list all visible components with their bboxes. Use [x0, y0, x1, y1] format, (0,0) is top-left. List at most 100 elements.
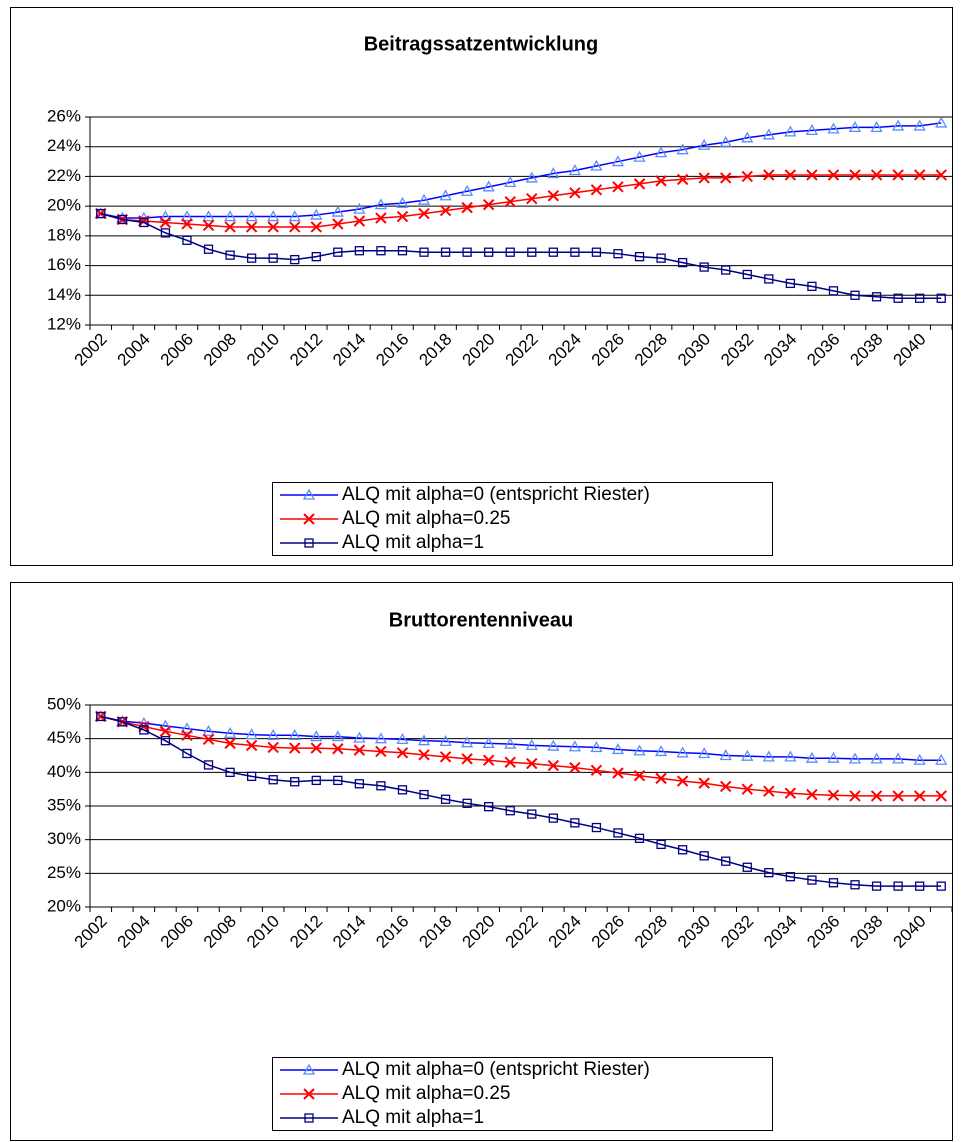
- marker: [484, 247, 494, 257]
- marker: [548, 813, 558, 823]
- marker: [893, 881, 903, 891]
- marker: [525, 739, 538, 751]
- marker: [827, 789, 840, 801]
- marker: [590, 764, 603, 777]
- marker: [353, 731, 366, 743]
- marker: [245, 221, 258, 233]
- legend-label: ALQ mit alpha=0.25: [342, 508, 510, 529]
- marker: [741, 783, 753, 795]
- marker: [310, 730, 323, 742]
- marker: [268, 775, 278, 785]
- marker: [807, 281, 817, 292]
- marker: [461, 184, 474, 196]
- marker: [396, 196, 409, 208]
- marker: [180, 722, 194, 734]
- marker: [547, 190, 560, 202]
- legend-marker: [303, 1088, 315, 1100]
- marker: [439, 751, 452, 763]
- marker: [913, 169, 926, 181]
- marker: [181, 218, 193, 230]
- marker: [439, 735, 452, 747]
- marker: [741, 170, 753, 183]
- marker: [439, 204, 452, 217]
- marker: [482, 737, 495, 749]
- marker: [461, 753, 473, 765]
- marker: [893, 293, 903, 303]
- marker: [224, 737, 236, 750]
- marker: [139, 725, 149, 735]
- series-line: [100, 715, 942, 797]
- marker: [396, 733, 409, 744]
- marker: [225, 767, 235, 777]
- marker: [569, 761, 581, 774]
- marker: [719, 135, 732, 147]
- marker: [375, 745, 387, 758]
- marker: [504, 756, 516, 768]
- legend-box: [272, 1057, 773, 1131]
- marker: [936, 293, 946, 303]
- marker: [440, 247, 451, 257]
- legend-marker: [302, 1063, 316, 1075]
- marker: [397, 246, 408, 256]
- marker: [656, 253, 666, 263]
- marker: [827, 169, 840, 181]
- marker: [527, 809, 537, 819]
- marker: [699, 851, 709, 861]
- legend: ALQ mit alpha=0 (entspricht Riester) ALQ …: [272, 482, 773, 556]
- marker: [935, 116, 948, 128]
- legend-marker: [302, 488, 316, 500]
- marker: [374, 732, 388, 744]
- marker: [203, 760, 214, 770]
- marker: [634, 833, 645, 843]
- marker: [741, 749, 754, 761]
- y-tick-label: 45%: [47, 728, 81, 747]
- y-tick-label: 40%: [47, 762, 81, 781]
- chart-title: Beitragssatzentwicklung: [364, 33, 599, 55]
- marker: [785, 872, 796, 882]
- chart: Beitragssatzentwicklung 12% 14% 16% 18% 20% 2…: [10, 7, 953, 566]
- marker: [505, 247, 515, 257]
- marker: [375, 212, 387, 224]
- marker: [354, 779, 365, 789]
- marker: [807, 875, 817, 885]
- marker: [202, 724, 215, 736]
- marker: [848, 121, 862, 133]
- marker: [634, 252, 645, 262]
- marker: [698, 138, 711, 150]
- marker: [871, 881, 882, 891]
- marker: [505, 806, 515, 816]
- marker: [763, 169, 775, 181]
- marker: [159, 725, 172, 737]
- marker: [892, 790, 904, 802]
- marker: [656, 839, 666, 850]
- marker: [570, 818, 580, 828]
- legend: ALQ mit alpha=0 (entspricht Riester) ALQ …: [272, 1057, 773, 1131]
- marker: [591, 822, 602, 833]
- marker: [785, 278, 796, 289]
- marker: [440, 794, 451, 804]
- marker: [849, 169, 861, 181]
- marker: [742, 862, 752, 872]
- marker: [805, 751, 819, 763]
- marker: [182, 748, 192, 759]
- marker: [504, 737, 517, 749]
- legend-box: [272, 482, 773, 556]
- marker: [936, 881, 946, 891]
- marker: [764, 274, 774, 284]
- marker: [548, 247, 558, 257]
- marker: [870, 169, 883, 181]
- marker: [719, 749, 732, 761]
- series-line: [100, 122, 942, 219]
- marker: [677, 845, 688, 855]
- marker: [418, 207, 430, 220]
- marker: [654, 745, 668, 757]
- marker: [913, 119, 926, 131]
- marker: [525, 171, 538, 183]
- marker: [117, 717, 127, 727]
- marker: [935, 753, 948, 765]
- marker: [935, 790, 947, 802]
- marker: [655, 175, 667, 187]
- marker: [850, 880, 860, 890]
